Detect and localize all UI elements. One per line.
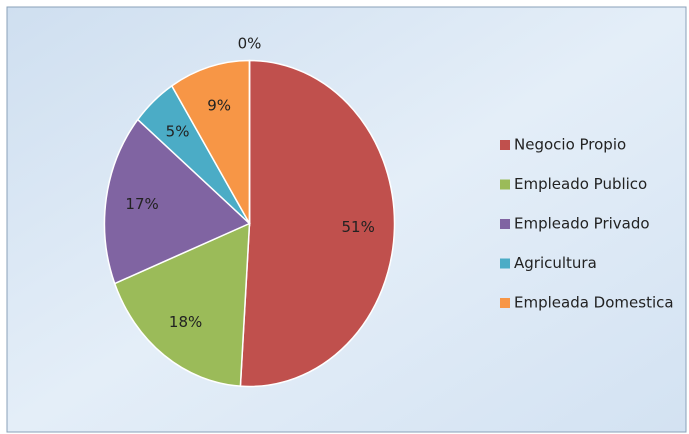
legend-swatch: [500, 140, 510, 150]
legend-text: Negocio Propio: [514, 136, 626, 154]
data-label: 0%: [238, 35, 262, 53]
legend-text: Empleado Privado: [514, 215, 650, 233]
legend-swatch: [500, 298, 510, 308]
data-label: 17%: [125, 195, 158, 213]
data-label: 51%: [342, 218, 375, 236]
pie-slice: [170, 59, 251, 227]
pie-slice: [103, 118, 251, 285]
legend-swatch: [500, 179, 510, 190]
data-label: 5%: [166, 122, 190, 140]
legend-swatch: [500, 258, 510, 269]
data-label: 9%: [207, 97, 231, 115]
pie-slice: [239, 59, 396, 388]
legend-text: Empleada Domestica: [514, 294, 674, 312]
data-label: 18%: [169, 313, 202, 331]
legend-text: Empleado Publico: [514, 175, 647, 193]
legend-text: Agricultura: [514, 254, 597, 272]
legend-swatch: [500, 219, 510, 229]
pie-slice: [113, 222, 251, 387]
